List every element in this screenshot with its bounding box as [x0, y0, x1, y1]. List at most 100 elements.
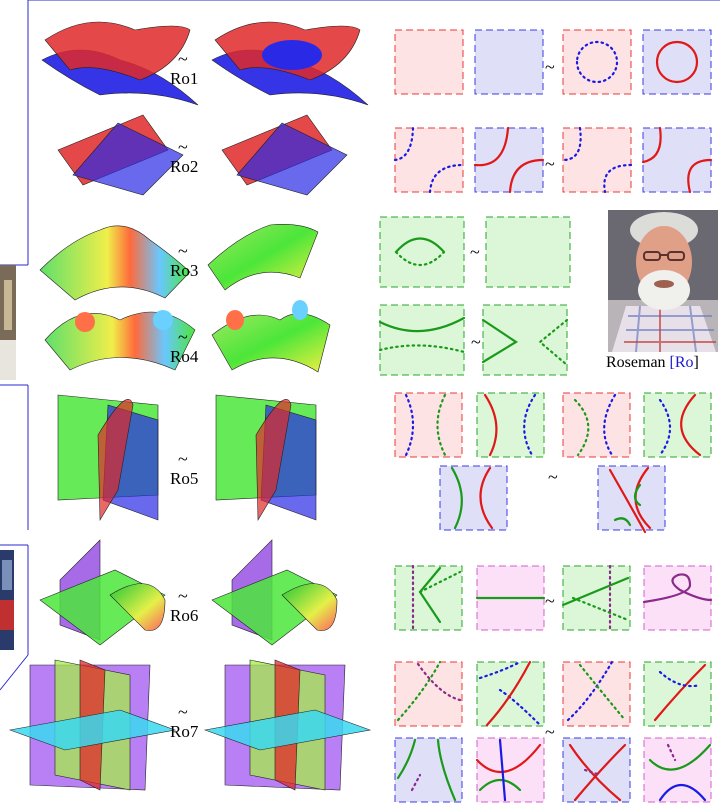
- bump-cap: [292, 300, 308, 320]
- diagram-tilde: ~: [548, 467, 558, 487]
- bump-cap: [226, 310, 244, 330]
- move-label-ro3: Ro3: [170, 261, 199, 280]
- strand: [418, 570, 462, 594]
- diagram-tilde: ~: [545, 722, 555, 742]
- bump-surface: [39, 225, 191, 301]
- strand: [568, 743, 622, 802]
- intersection-disk: [262, 40, 322, 70]
- strand: [641, 126, 662, 164]
- red-sheet: [44, 21, 191, 81]
- move-surfaces: [8, 21, 372, 791]
- strand: [450, 466, 463, 530]
- left-edge-photo-bottom: [0, 550, 14, 650]
- diagram-panel: [394, 565, 463, 631]
- pinch-surface: [211, 313, 331, 373]
- strand: [478, 778, 522, 792]
- diagram-panel: [562, 392, 631, 458]
- diagram-panel: [642, 29, 712, 95]
- dotted-circle: [575, 40, 619, 84]
- strand: [653, 663, 707, 722]
- strand: [523, 393, 537, 457]
- move-tilde: ~: [178, 449, 188, 469]
- move-tilde: ~: [178, 586, 188, 606]
- cone-surface: [109, 583, 166, 631]
- solid-circle: [655, 40, 699, 84]
- move-diagrams: [378, 29, 713, 803]
- move-label-ro5: Ro5: [170, 469, 199, 488]
- diagram-panel: [643, 392, 712, 458]
- diagram-panel: [562, 737, 631, 803]
- strand: [485, 660, 532, 727]
- strand: [416, 662, 462, 702]
- move-label-ro2: Ro2: [170, 157, 199, 176]
- move-label-ro6: Ro6: [170, 606, 199, 625]
- strand: [680, 393, 702, 457]
- bump-cap: [75, 312, 95, 332]
- strand: [508, 158, 545, 194]
- diagram-panel: [379, 216, 465, 288]
- diagram-panel: [476, 392, 545, 458]
- cyan-plane: [8, 709, 177, 751]
- diagram-panel: [562, 661, 631, 727]
- blue-plane: [236, 122, 348, 196]
- strand: [603, 393, 617, 457]
- strand: [436, 393, 447, 457]
- diagram-panel: [474, 29, 544, 95]
- diagram-tilde: ~: [545, 57, 555, 77]
- strand: [498, 738, 507, 802]
- credit-close: ]: [693, 354, 699, 371]
- diagram-tilde: ~: [470, 242, 480, 262]
- red-sheet: [255, 399, 292, 522]
- strand: [561, 576, 630, 607]
- strand: [633, 483, 642, 507]
- roseman-portrait: [608, 210, 718, 353]
- move-tilde: ~: [178, 49, 188, 69]
- diagram-panel: [485, 216, 571, 288]
- move-tilde: ~: [178, 137, 188, 157]
- strand: [394, 237, 446, 254]
- strand: [428, 163, 465, 194]
- diagram-panel: [562, 127, 632, 193]
- strand: [394, 250, 446, 267]
- strand: [538, 318, 569, 367]
- bump-cap: [153, 310, 173, 330]
- diagram-panel: [394, 392, 463, 458]
- cyan-plane: [203, 709, 372, 751]
- blue-plane: [72, 122, 184, 196]
- strand: [583, 768, 602, 777]
- strand: [578, 663, 627, 722]
- saddle-surface: [207, 224, 319, 291]
- diagram-panel: [394, 127, 464, 193]
- strand: [475, 743, 542, 774]
- credit-open: [: [669, 354, 675, 371]
- strand: [566, 660, 614, 722]
- strand: [571, 596, 630, 622]
- left-edge-photo-top: [0, 265, 16, 380]
- strand: [658, 670, 702, 688]
- cone-surface: [281, 583, 338, 631]
- credit-name: Roseman: [606, 354, 666, 371]
- strand: [473, 126, 510, 167]
- diagram-panel: [394, 661, 463, 727]
- move-label-ro4: Ro4: [170, 347, 199, 366]
- strand: [687, 158, 713, 194]
- diagram-panel: [597, 465, 666, 531]
- strand: [561, 126, 582, 162]
- strand: [478, 660, 522, 680]
- move-tilde: ~: [178, 327, 188, 347]
- strand: [479, 466, 494, 530]
- strand: [483, 393, 498, 457]
- diagram-panel: [562, 29, 632, 95]
- move-tilde: ~: [178, 241, 188, 261]
- move-tilde: ~: [178, 702, 188, 722]
- credit-cite[interactable]: Ro: [674, 354, 694, 371]
- diagram-tilde: ~: [471, 332, 481, 352]
- diagram-tilde: ~: [545, 154, 555, 174]
- portrait-caption: Roseman [Ro]: [606, 354, 699, 372]
- strand: [404, 393, 415, 457]
- strand: [481, 318, 519, 364]
- diagram-panel: [439, 465, 508, 531]
- strand: [393, 126, 415, 162]
